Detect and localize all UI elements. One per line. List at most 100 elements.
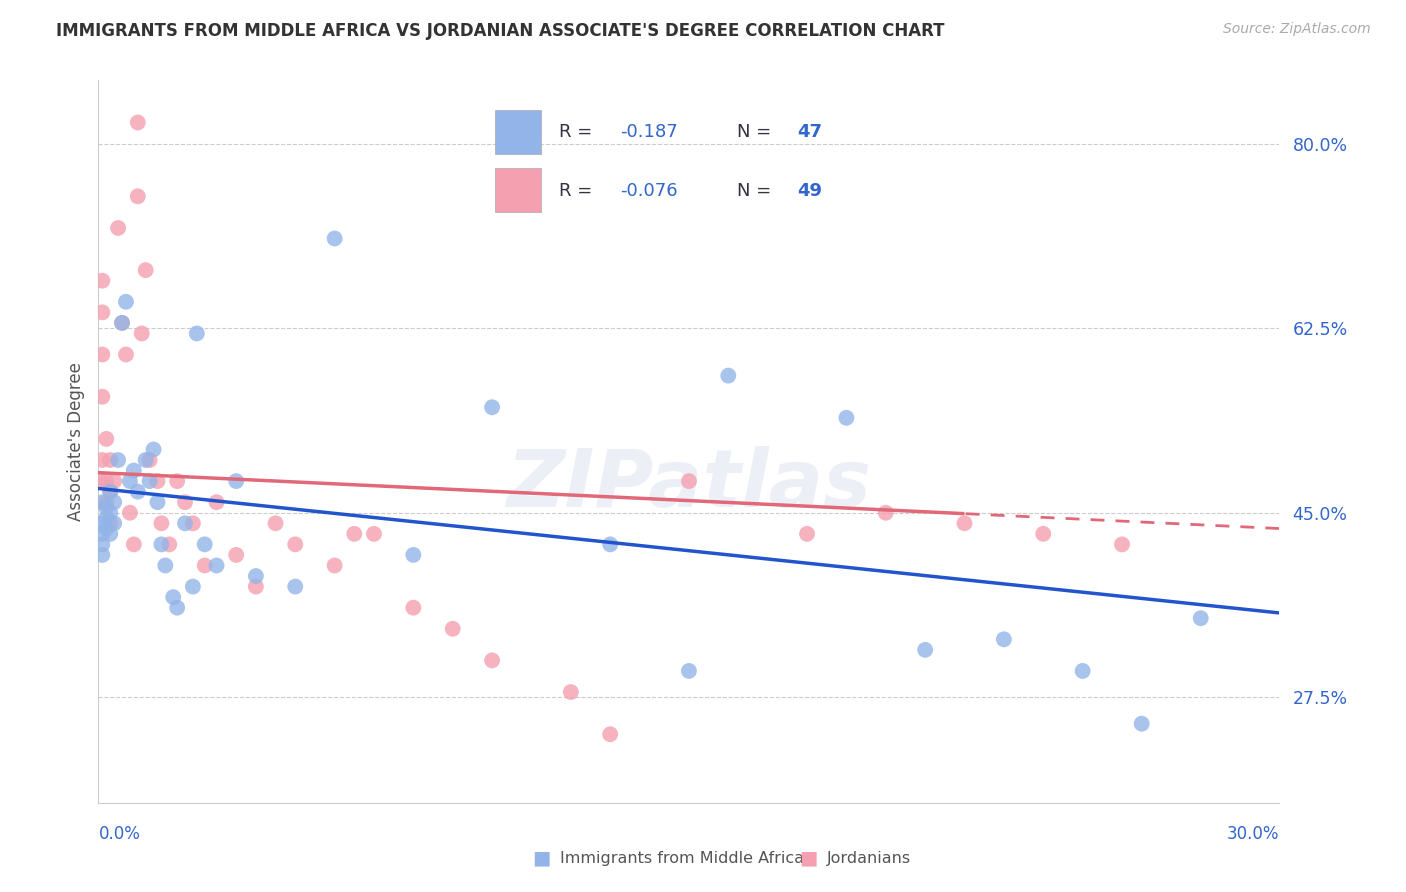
Point (205, 495, 228, 509)
Point (914, 643, 936, 657)
Point (875, 506, 897, 520)
Point (127, 115, 149, 129)
Point (91, 537, 114, 551)
Point (98, 484, 121, 499)
Point (1071, 664, 1094, 678)
Point (127, 189, 149, 203)
Point (599, 537, 621, 551)
Point (284, 537, 307, 551)
Text: Source: ZipAtlas.com: Source: ZipAtlas.com (1223, 22, 1371, 37)
Point (1130, 716, 1153, 731)
Point (441, 622, 464, 636)
Point (96, 500, 118, 515)
Point (245, 580, 267, 594)
Point (98, 516, 121, 531)
Text: 0.0%: 0.0% (98, 825, 141, 843)
Point (1032, 526, 1054, 541)
Text: IMMIGRANTS FROM MIDDLE AFRICA VS JORDANIAN ASSOCIATE'S DEGREE CORRELATION CHART: IMMIGRANTS FROM MIDDLE AFRICA VS JORDANI… (56, 22, 945, 40)
Text: Jordanians: Jordanians (827, 851, 911, 865)
Point (91, 526, 114, 541)
Point (103, 516, 125, 531)
Point (91, 453, 114, 467)
Point (98, 506, 121, 520)
Point (135, 453, 157, 467)
Point (166, 600, 188, 615)
Point (138, 453, 160, 467)
Point (343, 526, 366, 541)
Point (1189, 611, 1212, 625)
Point (111, 316, 134, 330)
Point (96, 522, 118, 536)
Point (118, 506, 141, 520)
Point (181, 516, 204, 531)
Point (402, 548, 425, 562)
Point (174, 516, 197, 531)
Point (205, 558, 228, 573)
Text: ■: ■ (531, 848, 551, 868)
Text: ZIPatlas: ZIPatlas (506, 446, 872, 524)
Point (111, 316, 134, 330)
Point (142, 442, 165, 457)
Point (91, 305, 114, 319)
Point (363, 526, 385, 541)
Point (166, 474, 188, 488)
Point (98, 453, 121, 467)
Point (194, 558, 217, 573)
Point (264, 516, 287, 531)
Point (98, 526, 121, 541)
Point (91, 390, 114, 404)
Point (162, 590, 184, 604)
Point (150, 516, 173, 531)
Point (89, 474, 111, 488)
Point (91, 516, 114, 531)
Point (245, 569, 267, 583)
Point (678, 664, 700, 678)
Point (174, 495, 197, 509)
Point (225, 548, 247, 562)
Point (131, 326, 153, 341)
Point (107, 221, 129, 235)
Point (481, 653, 503, 667)
Point (135, 263, 157, 277)
Point (91, 274, 114, 288)
Point (103, 474, 125, 488)
Point (323, 231, 346, 245)
Point (127, 484, 149, 499)
Point (146, 495, 169, 509)
Text: ■: ■ (799, 848, 818, 868)
Point (115, 347, 138, 361)
Point (993, 632, 1015, 647)
Point (717, 368, 740, 383)
Point (678, 474, 700, 488)
Point (796, 526, 818, 541)
Point (107, 453, 129, 467)
Point (953, 516, 976, 531)
Text: 30.0%: 30.0% (1227, 825, 1279, 843)
Point (402, 600, 425, 615)
Point (138, 474, 160, 488)
Point (118, 474, 141, 488)
Point (1111, 537, 1133, 551)
Point (150, 537, 173, 551)
Text: Immigrants from Middle Africa: Immigrants from Middle Africa (560, 851, 804, 865)
Point (122, 537, 145, 551)
Point (122, 464, 145, 478)
Point (115, 294, 138, 309)
Point (194, 537, 217, 551)
Point (323, 558, 346, 573)
Point (481, 401, 503, 415)
Point (155, 558, 177, 573)
Point (560, 685, 582, 699)
Point (91, 548, 114, 562)
Point (181, 580, 204, 594)
Point (103, 495, 125, 509)
Point (284, 580, 307, 594)
Point (91, 495, 114, 509)
Point (96, 511, 118, 525)
Point (98, 484, 121, 499)
Point (157, 537, 180, 551)
Point (186, 326, 208, 341)
Point (96, 495, 118, 509)
Point (146, 474, 169, 488)
Point (96, 474, 118, 488)
